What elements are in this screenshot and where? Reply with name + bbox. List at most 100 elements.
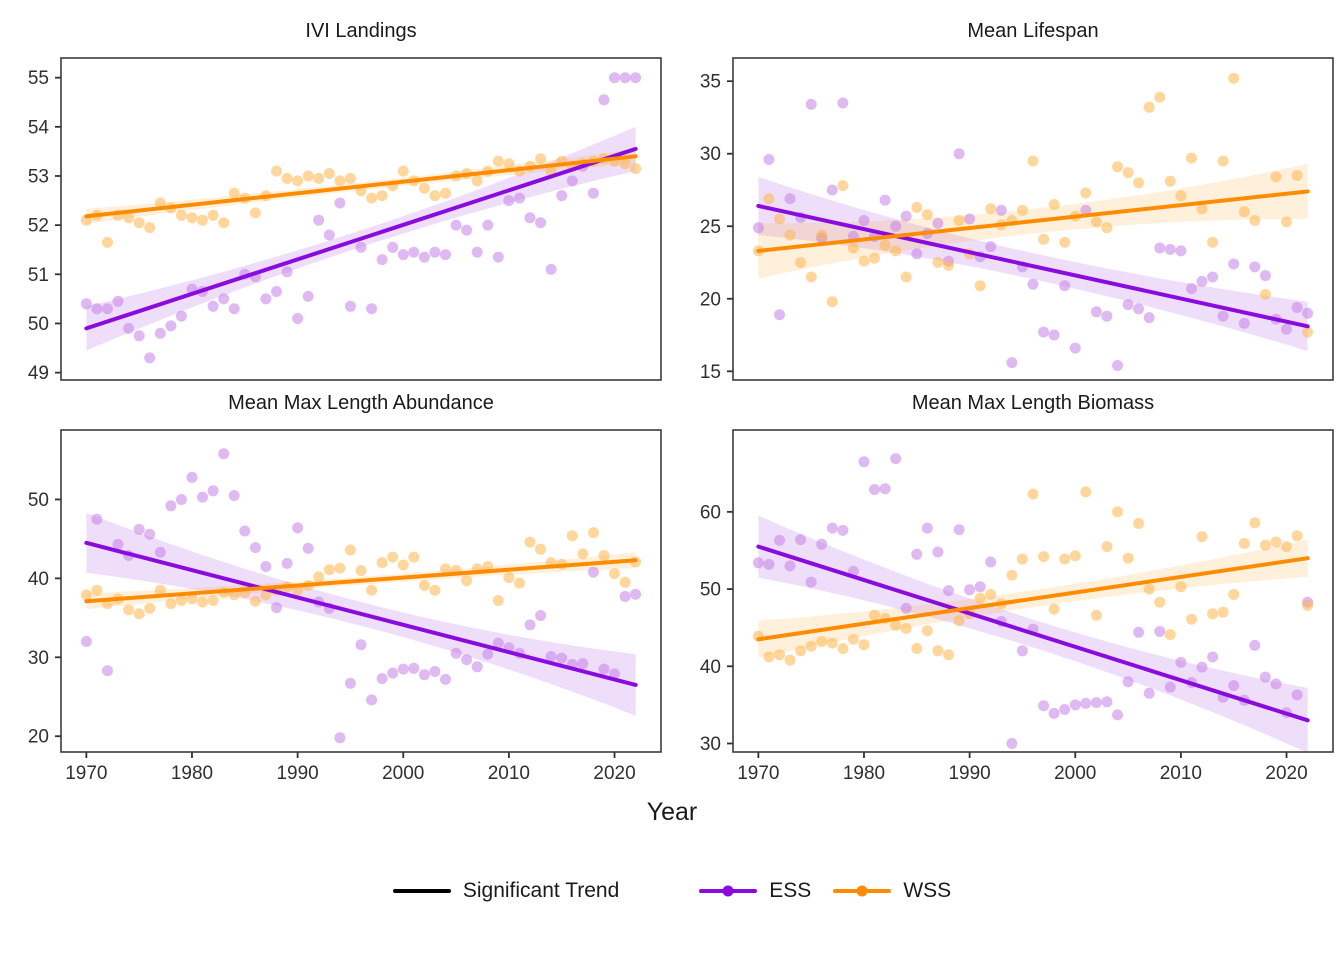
ess-point: [207, 300, 219, 312]
ess-point: [816, 538, 828, 550]
wss-point: [397, 559, 409, 571]
ess-point: [752, 222, 764, 234]
wss-point: [1048, 603, 1060, 615]
ess-point: [566, 175, 578, 187]
ess-point: [1090, 306, 1102, 318]
ess-point: [154, 546, 166, 558]
ess-point: [1143, 312, 1155, 324]
wss-point: [763, 193, 775, 205]
ess-point: [890, 453, 902, 465]
wss-point: [1302, 599, 1314, 611]
ess-point: [165, 320, 177, 332]
wss-point: [249, 207, 261, 219]
ess-point: [387, 667, 399, 679]
wss-point: [1228, 72, 1240, 84]
ess-point: [408, 246, 420, 258]
wss-point: [197, 214, 208, 226]
wss-point: [911, 201, 923, 213]
wss-point: [524, 536, 536, 548]
ess-point: [492, 251, 504, 263]
ess-point: [1059, 704, 1071, 715]
wss-point: [921, 209, 933, 221]
x-tick-label: 1970: [737, 763, 779, 784]
wss-point: [165, 598, 177, 610]
ess-point: [1038, 700, 1050, 712]
wss-point: [1186, 152, 1197, 164]
ess-point: [826, 522, 838, 534]
wss-point: [609, 568, 620, 580]
ess-point: [482, 648, 494, 660]
ess-point: [1133, 626, 1145, 638]
ess-point: [1143, 687, 1155, 699]
wss-point: [1175, 190, 1187, 202]
ess-point: [630, 588, 642, 600]
wss-trend-line: [84, 154, 638, 219]
wss-point: [344, 544, 356, 556]
wss-point: [133, 608, 145, 620]
ess-point: [271, 602, 282, 614]
wss-point: [1027, 155, 1039, 167]
wss-point: [795, 257, 807, 268]
ess-point: [1048, 707, 1060, 719]
wss-point: [440, 187, 451, 199]
ess-point: [492, 637, 504, 649]
ess-point: [964, 584, 976, 596]
wss-point: [858, 639, 870, 651]
ess-point: [218, 448, 230, 460]
wss-point: [1164, 175, 1176, 187]
ess-point: [1016, 645, 1028, 657]
ess-point: [524, 619, 536, 631]
ess-point: [1006, 357, 1018, 369]
wss-point: [1101, 222, 1113, 234]
ess-point: [1112, 360, 1123, 371]
ess-point: [784, 193, 796, 205]
wss-point: [587, 527, 599, 539]
ess-point: [260, 293, 272, 305]
ess-point: [376, 254, 388, 266]
wss-point: [492, 595, 504, 606]
wss-point: [837, 180, 849, 192]
wss-point: [1238, 206, 1250, 218]
wss-point: [323, 168, 335, 179]
wss-point: [492, 155, 504, 167]
wss-point: [355, 565, 367, 576]
ess-trend-line: [756, 203, 1310, 329]
x-tick-label: 2000: [1054, 763, 1096, 784]
wss-point: [1249, 215, 1261, 226]
wss-point: [1038, 233, 1050, 245]
wss-trend-line: [84, 558, 638, 604]
ess-point: [1133, 303, 1145, 315]
ess-point: [974, 581, 986, 593]
legend-point: [856, 885, 868, 897]
ess-point: [587, 566, 599, 578]
wss-point: [1291, 170, 1303, 181]
wss-point: [1059, 553, 1071, 565]
wss-point: [1027, 488, 1039, 500]
ess-point: [418, 669, 430, 681]
ess-point: [112, 295, 124, 307]
panel-title: Mean Lifespan: [967, 20, 1099, 42]
wss-point: [313, 172, 325, 184]
wss-point: [144, 222, 156, 234]
ess-point: [1196, 661, 1208, 673]
y-tick-label: 35: [700, 72, 721, 93]
wss-point: [943, 259, 954, 271]
wss-point: [1196, 531, 1208, 543]
wss-point: [440, 563, 451, 575]
ess-point: [450, 219, 462, 231]
wss-point: [1016, 553, 1028, 565]
wss-point: [175, 595, 187, 606]
y-tick-label: 20: [28, 727, 49, 748]
ess-point: [985, 241, 997, 253]
ess-point: [1175, 656, 1187, 668]
wss-point: [932, 257, 944, 268]
wss-point: [1217, 155, 1229, 167]
ess-point: [911, 248, 923, 260]
ess-trend-line: [84, 540, 638, 687]
ess-point: [344, 300, 356, 312]
wss-point: [953, 215, 965, 226]
ess-point: [102, 665, 113, 677]
wss-point: [826, 296, 838, 308]
wss-point: [249, 595, 261, 607]
ess-point: [228, 303, 240, 315]
